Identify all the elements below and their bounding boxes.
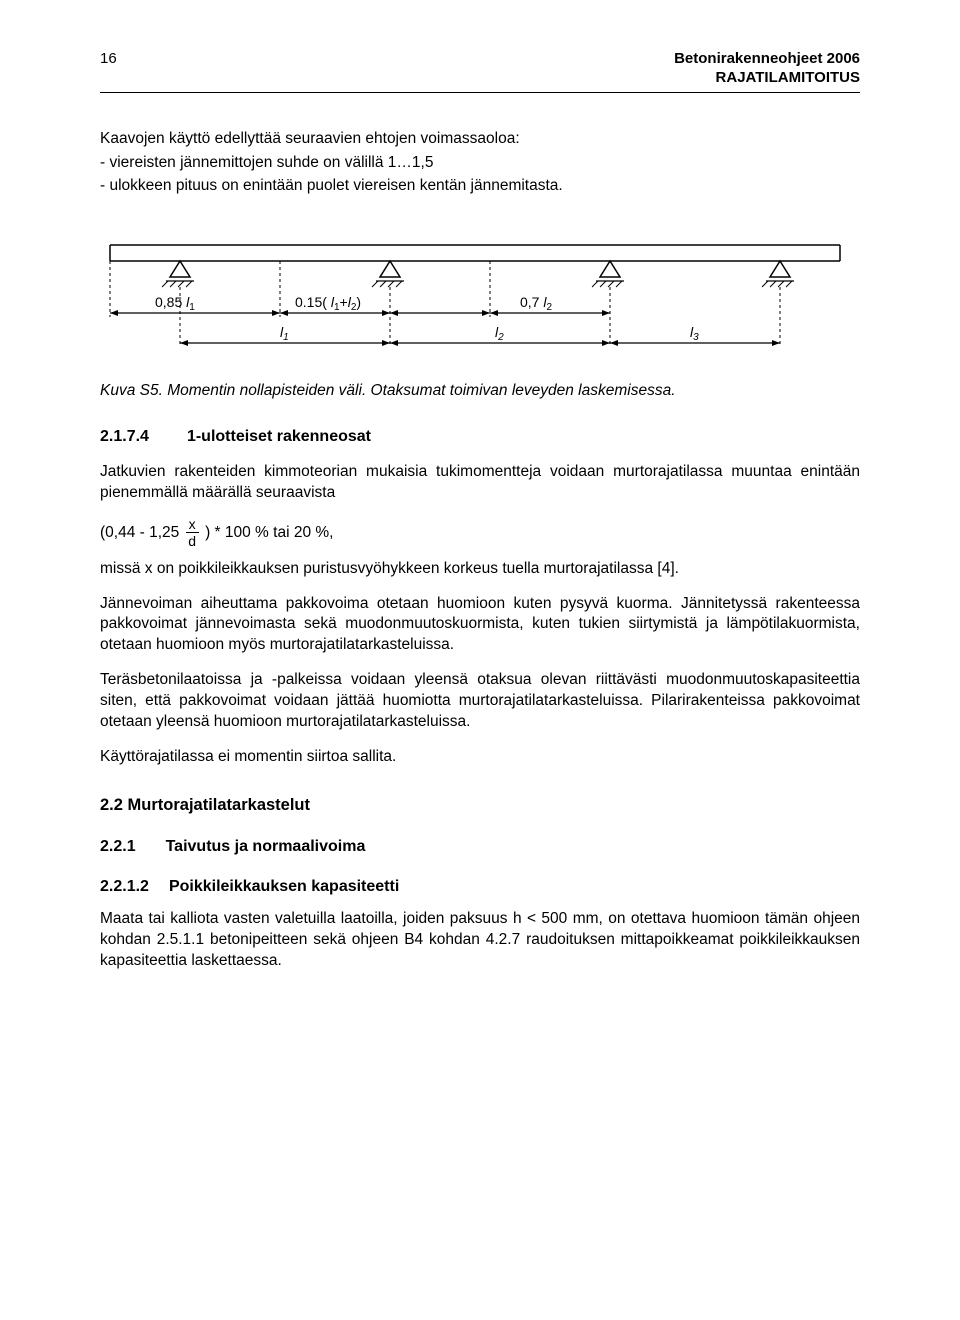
body-text: Kaavojen käyttö edellyttää seuraavien eh… (100, 129, 860, 973)
svg-text:0.15( l1+l2): 0.15( l1+l2) (295, 294, 361, 313)
page-number: 16 (100, 50, 117, 67)
intro-p1: Kaavojen käyttö edellyttää seuraavien eh… (100, 129, 860, 150)
svg-text:l1: l1 (280, 324, 289, 343)
svg-text:l2: l2 (495, 324, 504, 343)
sec-2174-p1: Jatkuvien rakenteiden kimmoteorian mukai… (100, 462, 860, 504)
formula-frac: x d (185, 517, 199, 548)
section-title: 1-ulotteiset rakenneosat (187, 426, 371, 448)
section-2-2-1-heading: 2.2.1 Taivutus ja normaalivoima (100, 836, 860, 858)
section-num: 2.1.7.4 (100, 426, 149, 448)
sec-2174-p5: Käyttörajatilassa ei momentin siirtoa sa… (100, 747, 860, 768)
section-2-1-7-4-heading: 2.1.7.4 1-ulotteiset rakenneosat (100, 426, 860, 448)
formula: (0,44 - 1,25 x d ) * 100 % tai 20 %, (100, 518, 860, 549)
beam-diagram: 0,85 l1 0.15( l1+l2) 0,7 l2 l1 l2 l3 (100, 215, 850, 375)
svg-text:0,7 l2: 0,7 l2 (520, 294, 552, 313)
sec-2174-p4: Teräsbetonilaatoissa ja -palkeissa voida… (100, 670, 860, 733)
intro-li1: - viereisten jännemittojen suhde on väli… (100, 153, 860, 174)
formula-right: ) * 100 % tai 20 %, (205, 523, 333, 544)
section-num: 2.2 (100, 796, 123, 814)
sec-2212-p1: Maata tai kalliota vasten valetuilla laa… (100, 909, 860, 972)
header-title: Betonirakenneohjeet 2006 RAJATILAMITOITU… (674, 50, 860, 88)
frac-num: x (186, 517, 199, 533)
formula-left: (0,44 - 1,25 (100, 523, 179, 544)
section-title: Murtorajatilatarkastelut (128, 796, 310, 814)
page: 16 Betonirakenneohjeet 2006 RAJATILAMITO… (0, 0, 960, 1012)
header-row: 16 Betonirakenneohjeet 2006 RAJATILAMITO… (100, 50, 860, 88)
header-rule (100, 92, 860, 93)
frac-den: d (185, 533, 199, 548)
header-title-line2: RAJATILAMITOITUS (674, 69, 860, 88)
section-num: 2.2.1.2 (100, 876, 149, 898)
svg-text:l3: l3 (690, 324, 699, 343)
sec-2174-p2: missä x on poikkileikkauksen puristusvyö… (100, 559, 860, 580)
section-title: Taivutus ja normaalivoima (166, 836, 366, 858)
section-num: 2.2.1 (100, 836, 136, 858)
section-2-2-1-2-heading: 2.2.1.2 Poikkileikkauksen kapasiteetti (100, 876, 860, 898)
figure-s5: 0,85 l1 0.15( l1+l2) 0,7 l2 l1 l2 l3 Kuv… (100, 215, 860, 402)
intro-li2: - ulokkeen pituus on enintään puolet vie… (100, 176, 860, 197)
sec-2174-p3: Jännevoiman aiheuttama pakkovoima otetaa… (100, 594, 860, 657)
header-title-line1: Betonirakenneohjeet 2006 (674, 50, 860, 69)
figure-caption: Kuva S5. Momentin nollapisteiden väli. O… (100, 381, 860, 402)
section-2-2-heading: 2.2 Murtorajatilatarkastelut (100, 794, 860, 816)
caption-prefix: Kuva S5. (100, 382, 163, 399)
section-title: Poikkileikkauksen kapasiteetti (169, 876, 399, 898)
svg-text:0,85 l1: 0,85 l1 (155, 294, 195, 313)
caption-text: Momentin nollapisteiden väli. Otaksumat … (167, 382, 675, 399)
